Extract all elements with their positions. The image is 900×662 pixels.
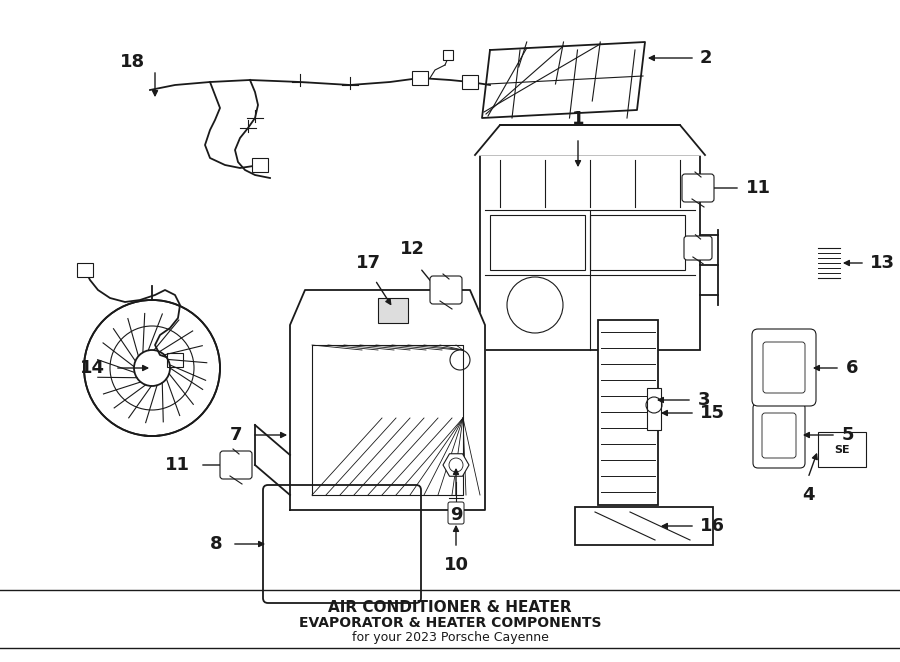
Text: 2: 2	[700, 49, 713, 67]
Bar	[818, 432, 866, 467]
Bar	[480, 155, 700, 350]
Text: AIR CONDITIONER & HEATER: AIR CONDITIONER & HEATER	[328, 600, 572, 616]
Text: EVAPORATOR & HEATER COMPONENTS: EVAPORATOR & HEATER COMPONENTS	[299, 616, 601, 630]
Text: 18: 18	[120, 53, 145, 71]
Text: 7: 7	[230, 426, 242, 444]
FancyBboxPatch shape	[684, 236, 712, 260]
FancyBboxPatch shape	[448, 502, 464, 524]
Text: for your 2023 Porsche Cayenne: for your 2023 Porsche Cayenne	[352, 632, 548, 645]
Bar	[167, 353, 183, 367]
Bar	[77, 263, 93, 277]
Bar	[575, 507, 713, 545]
Text: 12: 12	[400, 240, 425, 258]
Text: 6: 6	[846, 359, 859, 377]
Bar	[443, 50, 453, 60]
Text: 1: 1	[572, 110, 584, 128]
FancyBboxPatch shape	[752, 329, 816, 406]
Bar	[647, 388, 661, 430]
Polygon shape	[290, 290, 485, 510]
Text: 15: 15	[700, 404, 725, 422]
FancyBboxPatch shape	[682, 174, 714, 202]
Text: 11: 11	[746, 179, 771, 197]
Bar	[462, 75, 478, 89]
Bar	[490, 215, 585, 270]
FancyBboxPatch shape	[220, 451, 252, 479]
Text: 4: 4	[802, 486, 814, 504]
Polygon shape	[482, 42, 645, 118]
Circle shape	[84, 300, 220, 436]
Bar	[598, 320, 658, 505]
Text: 14: 14	[80, 359, 105, 377]
Text: 9: 9	[450, 506, 463, 524]
Polygon shape	[443, 453, 469, 476]
Text: 11: 11	[165, 456, 190, 474]
Text: 17: 17	[356, 254, 381, 272]
Bar	[590, 215, 685, 270]
Text: SE: SE	[834, 445, 850, 455]
Text: 5: 5	[842, 426, 854, 444]
FancyBboxPatch shape	[263, 485, 421, 603]
Text: 10: 10	[444, 556, 469, 574]
FancyBboxPatch shape	[430, 276, 462, 304]
Bar	[252, 158, 268, 172]
Polygon shape	[475, 125, 705, 155]
Text: 3: 3	[698, 391, 710, 409]
FancyBboxPatch shape	[753, 403, 805, 468]
Bar	[412, 71, 428, 85]
Text: 16: 16	[700, 517, 725, 535]
Bar	[378, 298, 408, 323]
Text: 8: 8	[210, 535, 222, 553]
Text: 13: 13	[870, 254, 895, 272]
